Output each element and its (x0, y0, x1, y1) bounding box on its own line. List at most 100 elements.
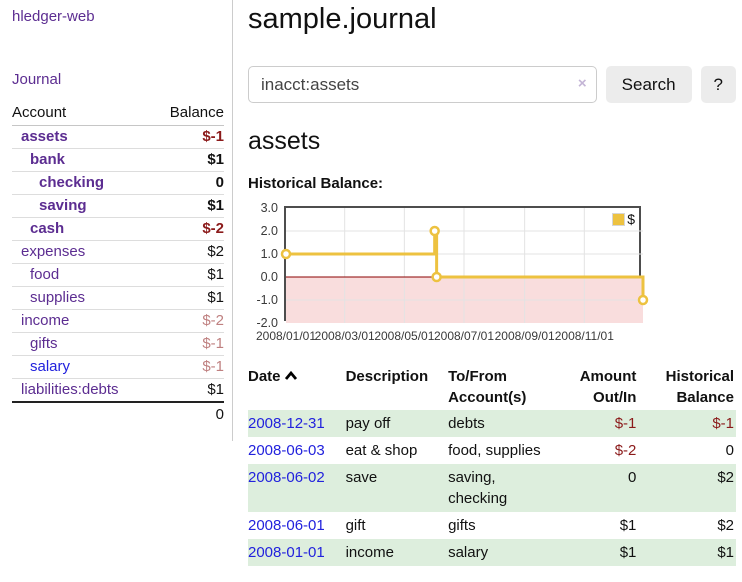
legend-label: $ (627, 211, 635, 227)
account-link[interactable]: expenses (21, 243, 86, 260)
account-row: expenses $2 (12, 240, 224, 264)
y-axis-tick-label: 0.0 (260, 270, 278, 284)
transaction-amount: $-1 (614, 415, 637, 432)
legend-swatch (612, 212, 626, 226)
y-axis-tick-label: -1.0 (256, 293, 278, 307)
account-row: bank $1 (12, 148, 224, 172)
transaction-date-link[interactable]: 2008-12-31 (248, 415, 325, 432)
y-axis-tick-label: 1.0 (260, 247, 278, 261)
nav-journal-link[interactable]: Journal (12, 71, 62, 88)
x-axis-tick-label: 2008/11/01 (554, 329, 614, 343)
transaction-description: pay off (345, 415, 391, 432)
account-balance: $-2 (152, 217, 224, 241)
transaction-accounts: gifts (448, 517, 476, 534)
transaction-amount: $1 (619, 544, 637, 561)
register-header-amount: Amount Out/In (579, 368, 637, 406)
account-link[interactable]: food (30, 266, 60, 283)
account-link[interactable]: checking (39, 174, 105, 191)
account-balance: $1 (152, 286, 224, 310)
page-title: sample.journal (248, 3, 437, 35)
account-link[interactable]: salary (30, 358, 71, 375)
transaction-description: gift (345, 517, 366, 534)
search-box: × (248, 66, 597, 103)
transaction-accounts: saving, checking (448, 469, 508, 507)
account-balance: $-1 (202, 128, 224, 145)
help-button[interactable]: ? (700, 66, 736, 103)
account-balance: $-2 (152, 309, 224, 333)
register-table: Date Description To/From Account(s) Amou… (248, 364, 736, 566)
account-link[interactable]: income (21, 312, 70, 329)
account-link[interactable]: assets (21, 128, 68, 145)
accounts-total-balance: 0 (152, 401, 224, 427)
account-balance: $1 (152, 378, 224, 402)
register-header-accounts: To/From Account(s) (448, 368, 527, 406)
chart-legend: $ (612, 211, 635, 227)
transaction-amount: $1 (619, 517, 637, 534)
search-button[interactable]: Search (605, 66, 692, 103)
transaction-accounts: food, supplies (448, 442, 541, 459)
account-row: supplies $1 (12, 286, 224, 310)
account-balance: $1 (152, 148, 224, 172)
transaction-balance: $-1 (712, 415, 734, 432)
account-balance: $2 (152, 240, 224, 264)
transaction-date-link[interactable]: 2008-01-01 (248, 544, 325, 561)
account-link[interactable]: saving (39, 197, 87, 214)
account-row: checking 0 (12, 171, 224, 195)
clear-search-icon[interactable]: × (577, 75, 587, 92)
account-link[interactable]: bank (30, 151, 66, 168)
transaction-description: income (345, 544, 394, 561)
account-row: income $-2 (12, 309, 224, 333)
sort-ascending-icon (284, 370, 297, 380)
accounts-total-row: 0 (12, 401, 224, 427)
register-row: 2008-01-01 income salary $1 $1 (248, 539, 736, 566)
accounts-total-spacer (12, 401, 153, 427)
app-window: hledger-web Journal Account Balance asse… (0, 0, 742, 566)
x-axis-tick-label: 2008/09/01 (494, 329, 555, 343)
transaction-date-link[interactable]: 2008-06-02 (248, 469, 325, 486)
account-balance: $-1 (152, 355, 224, 379)
app-brand-link[interactable]: hledger-web (12, 8, 95, 25)
account-link[interactable]: liabilities:debts (21, 381, 119, 398)
x-axis-tick-label: 2008/03/01 (314, 329, 375, 343)
accounts-table: Account Balance assets $-1 bank $1 checking 0… (12, 101, 224, 427)
transaction-balance: 0 (725, 442, 734, 459)
main-content: sample.journal × Search ? assets Histori… (233, 0, 742, 566)
account-link[interactable]: gifts (30, 335, 58, 352)
account-link[interactable]: cash (30, 220, 65, 237)
sidebar: hledger-web Journal Account Balance asse… (0, 0, 233, 441)
register-header-balance: Historical Balance (665, 368, 734, 406)
search-bar: × Search ? (248, 66, 736, 103)
transaction-accounts: debts (448, 415, 485, 432)
register-row: 2008-06-02 save saving, checking 0 $2 (248, 464, 736, 512)
account-row: food $1 (12, 263, 224, 287)
transaction-balance: $2 (717, 517, 734, 534)
x-axis-tick-label: 2008/01/01 (255, 329, 317, 343)
chart-plot-area[interactable]: $ (280, 206, 649, 323)
register-header-date[interactable]: Date (248, 364, 346, 410)
register-row: 2008-12-31 pay off debts $-1 $-1 (248, 410, 736, 437)
sidebar-nav: Journal (12, 71, 224, 88)
transaction-description: eat & shop (345, 442, 418, 459)
register-header-date-label: Date (248, 368, 281, 385)
y-axis-tick-label: -2.0 (256, 316, 278, 330)
account-row: liabilities:debts $1 (12, 378, 224, 402)
account-row: salary $-1 (12, 355, 224, 379)
register-header-description: Description (345, 368, 429, 385)
transaction-balance: $2 (717, 469, 734, 486)
register-header-row: Date Description To/From Account(s) Amou… (248, 364, 736, 410)
account-balance: $-1 (152, 332, 224, 356)
register-row: 2008-06-03 eat & shop food, supplies $-2 0 (248, 437, 736, 464)
account-heading: assets (248, 127, 321, 155)
historical-balance-chart: 3.0 2.0 1.0 0.0 -1.0 -2.0 $ 2008/01/01 2008/03… (248, 200, 649, 350)
transaction-balance: $1 (717, 544, 734, 561)
account-link[interactable]: supplies (30, 289, 86, 306)
x-axis-tick-label: 2008/07/01 (433, 329, 495, 343)
chart-title: Historical Balance: (248, 175, 384, 192)
transaction-date-link[interactable]: 2008-06-03 (248, 442, 325, 459)
account-row: cash $-2 (12, 217, 224, 241)
accounts-header-account: Account (12, 101, 153, 126)
transaction-date-link[interactable]: 2008-06-01 (248, 517, 325, 534)
search-input[interactable] (248, 66, 597, 103)
account-row: saving $1 (12, 194, 224, 218)
y-axis-tick-label: 3.0 (260, 201, 278, 215)
